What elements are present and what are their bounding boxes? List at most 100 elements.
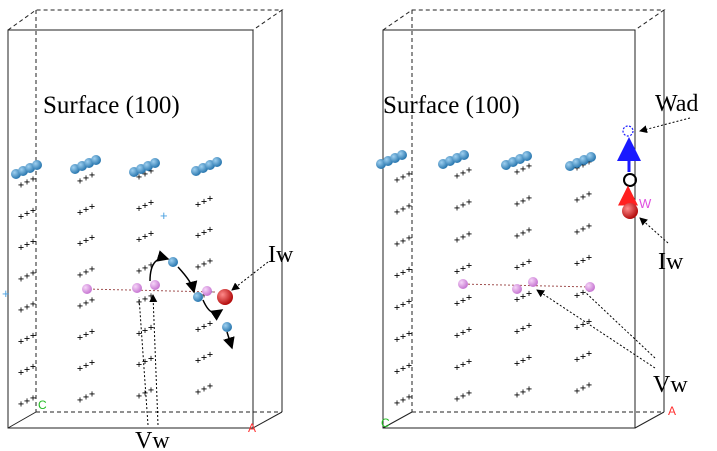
lattice-cross: + bbox=[201, 290, 207, 301]
lattice-cross: + bbox=[142, 294, 148, 305]
lattice-cross: + bbox=[30, 268, 36, 279]
lattice-cross: + bbox=[514, 199, 520, 210]
lattice-cross: + bbox=[454, 330, 460, 341]
lattice-cross: + bbox=[142, 200, 148, 211]
displaced-atom bbox=[222, 322, 232, 332]
svg-text:+: + bbox=[2, 286, 10, 301]
lattice-cross: + bbox=[520, 387, 526, 398]
lattice-cross: + bbox=[466, 229, 472, 240]
lattice-cross: + bbox=[520, 323, 526, 334]
lattice-cross: + bbox=[77, 207, 83, 218]
lattice-cross: + bbox=[526, 161, 532, 172]
surface-atom bbox=[212, 157, 222, 167]
lattice-cross: + bbox=[30, 174, 36, 185]
lattice-cross: + bbox=[18, 336, 24, 347]
lattice-cross: + bbox=[460, 232, 466, 243]
lattice-cross: + bbox=[514, 167, 520, 178]
lattice-cross: + bbox=[574, 354, 580, 365]
right-adatom-path: W bbox=[617, 125, 652, 219]
lattice-cross: + bbox=[207, 193, 213, 204]
right-surface-atoms bbox=[376, 150, 596, 171]
left-axis-c: C bbox=[38, 398, 47, 412]
lattice-cross: + bbox=[466, 356, 472, 367]
lattice-cross: + bbox=[142, 388, 148, 399]
lattice-cross: + bbox=[30, 205, 36, 216]
lattice-cross: + bbox=[526, 352, 532, 363]
displaced-atom bbox=[168, 257, 178, 267]
lattice-cross: + bbox=[77, 270, 83, 281]
lattice-cross: + bbox=[466, 293, 472, 304]
lattice-cross: + bbox=[136, 172, 142, 183]
interstitial-atom bbox=[217, 289, 233, 305]
lattice-cross: + bbox=[394, 366, 400, 377]
left-axis-a: A bbox=[248, 421, 256, 435]
lattice-cross: + bbox=[148, 322, 154, 333]
lattice-cross: + bbox=[89, 201, 95, 212]
lattice-cross: + bbox=[136, 297, 142, 308]
lattice-cross: + bbox=[574, 291, 580, 302]
lattice-cross: + bbox=[574, 163, 580, 174]
lattice-cross: + bbox=[195, 199, 201, 210]
lattice-cross: + bbox=[406, 233, 412, 244]
lattice-cross: + bbox=[526, 384, 532, 395]
svg-text:+: + bbox=[160, 208, 168, 223]
lattice-cross: + bbox=[136, 235, 142, 246]
lattice-cross: + bbox=[580, 319, 586, 330]
lattice-cross: + bbox=[514, 231, 520, 242]
lattice-cross: + bbox=[83, 267, 89, 278]
lattice-cross: + bbox=[466, 388, 472, 399]
lattice-cross: + bbox=[580, 383, 586, 394]
left-vacancy-chain bbox=[82, 280, 216, 296]
lattice-cross: + bbox=[24, 208, 30, 219]
lattice-cross: + bbox=[136, 203, 142, 214]
lattice-cross: + bbox=[201, 353, 207, 364]
vacancy-atom bbox=[202, 286, 212, 296]
lattice-cross: + bbox=[201, 228, 207, 239]
lattice-cross: + bbox=[406, 392, 412, 403]
lattice-cross: + bbox=[148, 385, 154, 396]
lattice-cross: + bbox=[454, 171, 460, 182]
lattice-cross: + bbox=[400, 395, 406, 406]
surface-atom bbox=[32, 160, 42, 170]
lattice-cross: + bbox=[400, 172, 406, 183]
right-vacancy-chain bbox=[458, 277, 595, 294]
lattice-cross: + bbox=[207, 381, 213, 392]
lattice-cross: + bbox=[526, 320, 532, 331]
lattice-cross: + bbox=[394, 398, 400, 409]
lattice-cross: + bbox=[574, 322, 580, 333]
lattice-cross: + bbox=[400, 236, 406, 247]
lattice-cross: + bbox=[83, 236, 89, 247]
lattice-cross: + bbox=[394, 207, 400, 218]
right-lattice-crosses: + + + + + + + + + + + ++ + + + + + + + + + + ++ + + + + + + + + + + ++ + + +… bbox=[394, 157, 592, 409]
lattice-cross: + bbox=[24, 177, 30, 188]
lattice-cross: + bbox=[520, 228, 526, 239]
lattice-cross: + bbox=[18, 305, 24, 316]
lattice-cross: + bbox=[586, 316, 592, 327]
lattice-cross: + bbox=[136, 328, 142, 339]
lattice-cross: + bbox=[30, 237, 36, 248]
lattice-cross: + bbox=[77, 395, 83, 406]
lattice-cross: + bbox=[207, 318, 213, 329]
lattice-cross: + bbox=[77, 364, 83, 375]
lattice-cross: + bbox=[89, 233, 95, 244]
lattice-cross: + bbox=[400, 300, 406, 311]
lattice-cross: + bbox=[24, 302, 30, 313]
lattice-cross: + bbox=[574, 386, 580, 397]
lattice-cross: + bbox=[400, 331, 406, 342]
lattice-cross: + bbox=[142, 263, 148, 274]
left-panel-title: Surface (100) bbox=[43, 92, 180, 119]
lattice-cross: + bbox=[18, 274, 24, 285]
left-lattice-crosses: + + + + + + + + ++ + + + + + + + + + + ++ + + + + + + + + + + ++ + + + + + +… bbox=[18, 162, 213, 410]
lattice-cross: + bbox=[195, 324, 201, 335]
lattice-cross: + bbox=[18, 399, 24, 410]
lattice-cross: + bbox=[460, 168, 466, 179]
lattice-cross: + bbox=[142, 325, 148, 336]
lattice-cross: + bbox=[394, 175, 400, 186]
lattice-cross: + bbox=[526, 225, 532, 236]
lattice-cross: + bbox=[77, 239, 83, 250]
lattice-cross: + bbox=[520, 355, 526, 366]
lattice-cross: + bbox=[514, 263, 520, 274]
lattice-cross: + bbox=[30, 299, 36, 310]
lattice-cross: + bbox=[520, 164, 526, 175]
